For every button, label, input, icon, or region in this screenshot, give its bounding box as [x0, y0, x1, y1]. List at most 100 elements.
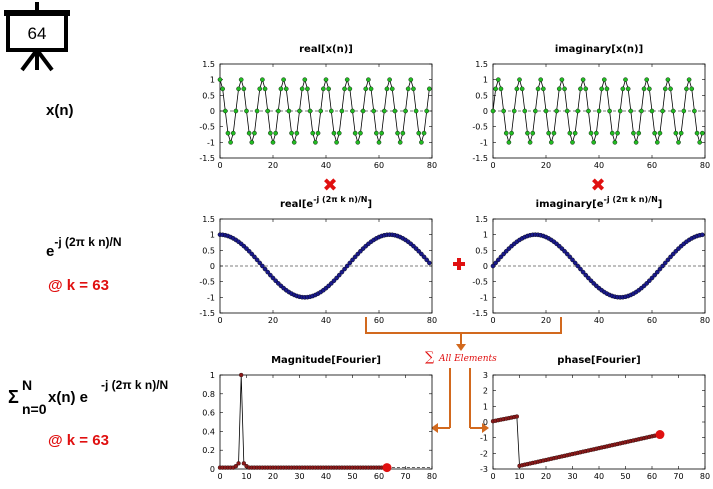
y-tick-label: -1 [207, 138, 215, 147]
data-point [328, 108, 334, 114]
data-point [252, 130, 257, 136]
data-point [628, 108, 634, 114]
slide-number: 64 [28, 24, 47, 43]
data-point [424, 108, 430, 114]
data-point [649, 108, 655, 114]
data-point [495, 257, 501, 263]
x-tick-label: 80 [427, 316, 437, 325]
data-point [241, 86, 247, 92]
data-point [352, 130, 358, 136]
data-point [299, 86, 305, 92]
data-point [278, 86, 284, 92]
data-point [355, 251, 361, 257]
data-point [588, 130, 594, 136]
data-point [397, 140, 403, 145]
data-point [538, 77, 544, 82]
data-point [302, 77, 308, 82]
data-point [336, 130, 342, 136]
y-tick-label: 0.6 [202, 409, 215, 418]
data-point [676, 140, 681, 145]
data-point [265, 269, 271, 275]
plot-title: imaginary[x(n)] [555, 44, 643, 55]
sum-superscript: -j (2π k n)/N [101, 378, 169, 392]
data-point [662, 260, 668, 266]
x-tick-label: 20 [541, 316, 551, 325]
y-tick-label: 1 [483, 231, 488, 240]
data-point [665, 77, 671, 82]
y-tick-label: 1.5 [475, 60, 488, 69]
data-point [347, 86, 353, 92]
x-tick-label: 0 [490, 316, 495, 325]
arrow-left-icon [431, 423, 438, 433]
data-point [336, 272, 342, 278]
data-point [249, 251, 255, 257]
data-point [233, 108, 239, 114]
data-point [339, 269, 345, 275]
data-point [331, 278, 337, 284]
data-point [607, 108, 612, 114]
chart-magnitude: 0 10 20 30 40 50 60 70 80 0 0.2 0.4 0.6 0.8 1 Magnitude… [202, 355, 437, 481]
data-point [389, 86, 395, 92]
data-point [233, 464, 239, 469]
data-point [315, 130, 321, 136]
data-point [257, 260, 263, 266]
x-tick-label: 20 [268, 316, 278, 325]
x-tick-label: 40 [594, 472, 604, 481]
x-tick-label: 40 [594, 161, 604, 170]
x-tick-label: 80 [700, 161, 710, 170]
plot-title: phase[Fourier] [557, 355, 640, 366]
plot-title: real[e-j (2π k n)/N] [280, 195, 372, 210]
data-point [562, 86, 567, 92]
data-point [326, 86, 331, 92]
data-point [591, 140, 597, 145]
data-point [506, 140, 512, 145]
y-tick-label: -2 [480, 449, 488, 458]
x-tick-label: 60 [647, 161, 657, 170]
data-point [549, 140, 554, 145]
data-point [615, 130, 620, 136]
sum-connector-arrows [365, 317, 562, 429]
plot-title-main: real[e [280, 199, 313, 210]
data-point [530, 130, 536, 136]
sum-all-sigma: ∑ [425, 350, 435, 365]
y-tick-label: 0.5 [475, 91, 488, 100]
y-tick-label: 0 [483, 418, 488, 427]
data-point [344, 77, 350, 82]
data-point [657, 266, 663, 272]
y-tick-label: 1 [210, 371, 215, 380]
y-tick-label: 1.5 [475, 215, 488, 224]
exp-label: e-j (2π k n)/N [46, 233, 122, 260]
y-tick-label: 1 [483, 76, 488, 85]
data-point [490, 108, 496, 114]
data-point [596, 108, 602, 114]
y-tick-label: 1.5 [202, 215, 215, 224]
data-point [501, 251, 506, 257]
x-tick-label: 20 [268, 161, 278, 170]
data-point [228, 140, 233, 145]
x-tick-label: 30 [567, 472, 577, 481]
data-point [405, 86, 411, 92]
data-point [273, 130, 278, 136]
data-point [503, 130, 509, 136]
data-point [239, 372, 244, 378]
data-point [408, 77, 414, 82]
data-point [427, 86, 432, 92]
data-point [652, 130, 657, 136]
plot-frame [219, 374, 433, 470]
data-point [509, 130, 514, 136]
data-point [230, 130, 236, 136]
data-point [670, 108, 676, 114]
data-point [493, 86, 498, 92]
data-point [254, 257, 260, 263]
data-point [318, 108, 324, 114]
y-tick-label: 0.8 [202, 390, 215, 399]
data-point [572, 260, 578, 266]
x-tick-label: 60 [647, 316, 657, 325]
data-point [416, 248, 422, 254]
exp-superscript: -j (2π k n)/N [54, 235, 122, 249]
x-tick-label: 0 [490, 472, 495, 481]
data-point [286, 108, 292, 114]
chart-real_x: 0 20 40 60 80 -1.5 -1 -0.5 0 0.5 1 1.5 real[x(n)] [199, 44, 437, 170]
data-point [700, 130, 705, 136]
